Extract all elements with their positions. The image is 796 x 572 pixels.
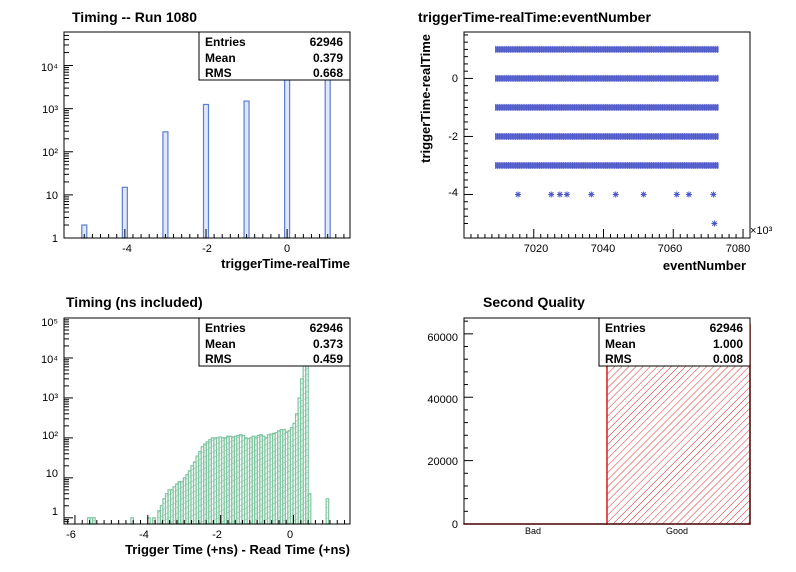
panel2-point	[710, 191, 717, 198]
panel1-ytick-4: 10³	[42, 104, 58, 116]
panel4-ytick-1: 0	[452, 519, 458, 531]
panel1-stat-rms: 0.668	[313, 66, 343, 80]
panel3-stat-rms: 0.459	[313, 352, 343, 366]
panel2-ylabel: triggerTime-realTime	[418, 34, 433, 163]
panel2-point	[612, 191, 619, 198]
panel3-xtick-4: 0	[287, 529, 293, 541]
panel1-stat-mean: 0.379	[313, 51, 343, 65]
panel1-ytick-1: 1	[52, 233, 58, 245]
panel3-xlabel: Trigger Time (+ns) - Read Time (+ns)	[125, 542, 350, 557]
panel3-bar	[325, 498, 330, 525]
panel1-stat-entries-label: Entries	[205, 35, 246, 49]
panel4-stat-rms: 0.008	[713, 352, 743, 366]
panel3-ytick-6: 10⁵	[41, 317, 58, 329]
panel1-bar	[202, 103, 210, 239]
panel2-point	[548, 191, 555, 198]
panel3-stat-rms-label: RMS	[205, 352, 232, 366]
timing-vs-event-scatter: triggerTime-realTime:eventNumber 7020 70…	[418, 9, 773, 273]
panel4-stat-mean-label: Mean	[605, 337, 636, 351]
panel3-ticks	[64, 317, 346, 525]
panel2-point	[673, 191, 680, 198]
panel2-xtick-1: 7020	[524, 243, 548, 255]
panel2-ytick-2: -2	[448, 131, 458, 143]
panel4-ticks	[464, 320, 473, 525]
panel2-xtick-4: 7080	[726, 243, 750, 255]
panel1-xtick-1: -4	[122, 243, 132, 255]
panel2-x-multiplier: ×10³	[750, 225, 773, 237]
timing-run-histogram: Timing -- Run 1080 -4 -2 0 1 10 10² 10³ …	[41, 9, 351, 271]
panel2-band	[495, 162, 719, 169]
panel3-xtick-1: -6	[66, 529, 76, 541]
panel4-stat-rms-label: RMS	[605, 352, 632, 366]
panel1-ytick-3: 10²	[42, 147, 58, 159]
panel4-stat-mean: 1.000	[713, 337, 743, 351]
panel4-ytick-3: 40000	[427, 394, 458, 406]
panel4-title: Second Quality	[483, 294, 585, 310]
panel2-frame	[463, 31, 751, 239]
panel3-ytick-4: 10³	[42, 392, 58, 404]
panel1-title: Timing -- Run 1080	[72, 9, 197, 25]
panel3-stat-entries: 62946	[310, 321, 344, 335]
panel2-point	[640, 191, 647, 198]
panel4-stats-box	[598, 317, 751, 367]
panel2-ytick-1: -4	[448, 187, 458, 199]
second-quality-histogram: Second Quality Bad Good 0 20000 40000 60…	[427, 294, 751, 536]
panel1-ticks	[64, 31, 345, 239]
panel2-point	[556, 191, 563, 198]
panel3-stat-entries-label: Entries	[205, 321, 246, 335]
panel3-stats-box	[198, 317, 351, 367]
panel4-stat-entries-label: Entries	[605, 321, 646, 335]
panel4-ytick-2: 20000	[427, 456, 458, 468]
panel1-xlabel: triggerTime-realTime	[221, 256, 350, 271]
panel3-title: Timing (ns included)	[66, 294, 203, 310]
panel2-band	[495, 75, 719, 82]
panel1-ytick-2: 10	[46, 190, 58, 202]
panel2-xtick-2: 7040	[591, 243, 615, 255]
panel4-ytick-4: 60000	[427, 332, 458, 344]
panel2-xlabel: eventNumber	[663, 258, 746, 273]
panel3-ytick-2: 10	[46, 468, 58, 480]
panel2-point	[515, 191, 522, 198]
panel3-stat-mean-label: Mean	[205, 337, 236, 351]
panel2-point	[711, 220, 718, 227]
panel3-ytick-5: 10⁴	[41, 354, 58, 366]
panel2-band	[495, 104, 719, 111]
panel3-ytick-1: 1	[52, 506, 58, 518]
panel2-points	[495, 45, 719, 227]
panel3-xtick-3: -2	[212, 529, 222, 541]
panel1-xtick-2: -2	[202, 243, 212, 255]
panel4-xcat-2: Good	[666, 526, 688, 536]
panel3-ytick-3: 10²	[42, 430, 58, 442]
panel3-bars	[86, 331, 330, 525]
panel1-stat-entries: 62946	[310, 35, 344, 49]
panel1-xtick-3: 0	[284, 243, 290, 255]
panel3-xtick-2: -4	[139, 529, 149, 541]
panel2-band	[495, 133, 719, 140]
panel2-point	[563, 191, 570, 198]
panel1-stats-box	[198, 31, 351, 81]
panel2-point	[588, 191, 595, 198]
panel2-point	[685, 191, 692, 198]
panel1-ytick-5: 10⁴	[41, 62, 58, 74]
panel3-stat-mean: 0.373	[313, 337, 343, 351]
panel4-xcat-1: Bad	[525, 526, 541, 536]
panel1-bar	[243, 100, 250, 239]
panel1-stat-rms-label: RMS	[205, 66, 232, 80]
panel2-band	[495, 46, 719, 53]
panel3-bar	[307, 493, 312, 525]
panel2-xtick-3: 7060	[658, 243, 682, 255]
panel3-bar	[91, 517, 96, 525]
panel1-bar	[162, 131, 169, 239]
panel2-title: triggerTime-realTime:eventNumber	[418, 9, 651, 25]
panel1-stat-mean-label: Mean	[205, 51, 236, 65]
panel2-ticks	[463, 34, 751, 238]
panel2-ytick-3: 0	[452, 73, 458, 85]
panel4-stat-entries: 62946	[710, 321, 744, 335]
timing-ns-histogram: Timing (ns included) -6 -4 -2 0 1 10 10²…	[41, 294, 351, 557]
